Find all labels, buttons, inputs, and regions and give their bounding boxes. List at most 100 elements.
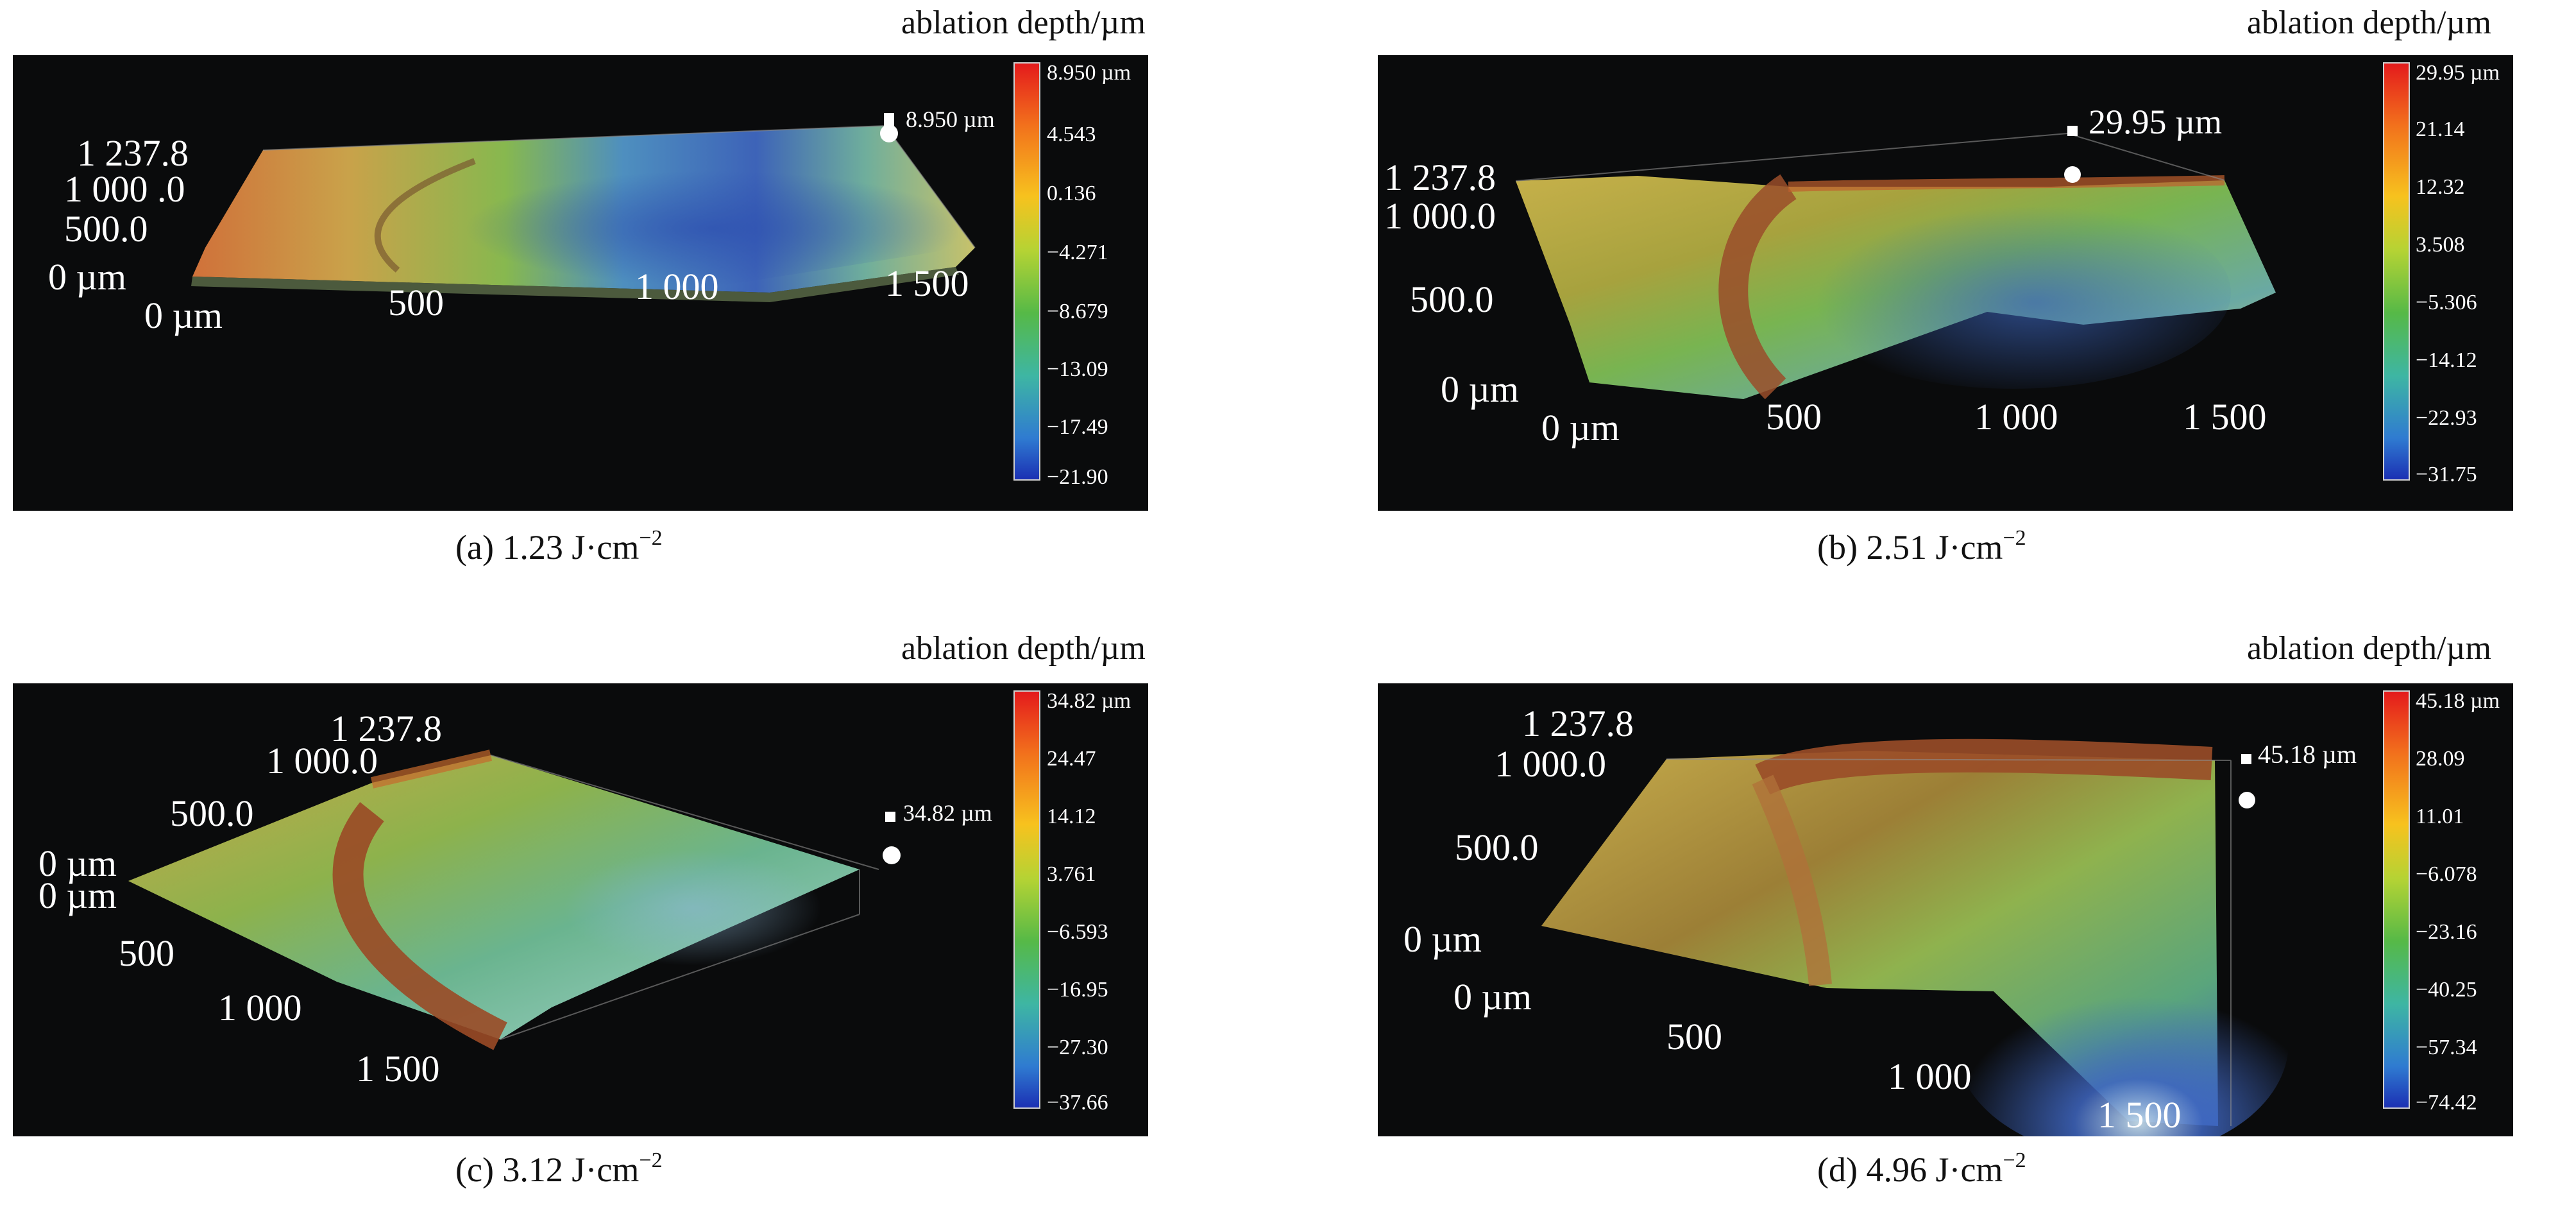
x-axis-label: 1 500	[2097, 1094, 2182, 1136]
colorbar-tick: −5.306	[2416, 291, 2477, 314]
surface-mesh	[191, 126, 975, 302]
colorbar-tick: 14.12	[1047, 805, 1096, 828]
colorbar-tick: 29.95 µm	[2416, 61, 2500, 85]
colorbar-tick: 0.136	[1047, 182, 1096, 205]
panel-caption: (b) 2.51 J·cm−2	[1817, 526, 2026, 567]
x-axis-label: 1 500	[885, 262, 969, 304]
colorbar-tick: −13.09	[1047, 357, 1108, 381]
panel-c: ablation depth/µm	[13, 626, 1251, 1190]
surface-plot-svg: 1 237.8 1 000.0 500.0 0 µm 0 µm 500 1 00…	[1384, 61, 2500, 486]
max-marker: 34.82 µm	[883, 800, 992, 864]
colorbar	[1013, 690, 1040, 1109]
surface-mesh	[128, 749, 860, 1050]
axis-box	[1515, 133, 2225, 182]
colorbar-unit-title: ablation depth/µm	[2247, 4, 2491, 41]
colorbar-unit-title: ablation depth/µm	[901, 630, 1146, 667]
y-axis-label: 0 µm	[1403, 918, 1482, 960]
colorbar-tick: 3.761	[1047, 862, 1096, 886]
caption-text: (a) 1.23 J·cm	[455, 528, 640, 567]
panel-b: ablation depth/µm	[1378, 0, 2576, 567]
x-axis-label: 0 µm	[1453, 976, 1532, 1018]
x-axis-label: 500	[1666, 1016, 1722, 1057]
axis-box	[262, 125, 976, 248]
colorbar-tick: 34.82 µm	[1047, 689, 1131, 713]
colorbar-tick: 8.950 µm	[1047, 61, 1131, 85]
x-axis-label: 1 500	[356, 1048, 440, 1090]
colorbar-tick: −40.25	[2416, 978, 2477, 1002]
colorbar-tick: 28.09	[2416, 747, 2465, 771]
colorbar-tick: −14.12	[2416, 348, 2477, 372]
panel-d: ablation depth/µm	[1378, 626, 2576, 1190]
caption-text: (d) 4.96 J·cm	[1817, 1150, 2003, 1189]
axis-box	[490, 755, 879, 1040]
surface-mesh	[1516, 174, 2276, 400]
max-marker: 8.950 µm	[880, 107, 995, 142]
colorbar-tick: −6.078	[2416, 862, 2477, 886]
colorbar-tick: 45.18 µm	[2416, 689, 2500, 713]
panel-caption: (c) 3.12 J·cm−2	[455, 1149, 663, 1190]
surface-plot-svg: 1 237.8 1 000.0 500.0 0 µm 0 µm 500 1 00…	[1403, 689, 2500, 1136]
colorbar-tick: −23.16	[2416, 920, 2477, 944]
colorbar	[1013, 62, 1040, 481]
axis-box	[1666, 758, 2232, 1126]
surface-plot-svg: 1 237.8 1 000 .0 500.0 0 µm 0 µm 500 1 0…	[48, 61, 1131, 489]
max-marker-label: 45.18 µm	[2258, 740, 2357, 769]
x-axis-label: 1 000	[218, 987, 302, 1029]
y-axis-label: 1 000.0	[1384, 195, 1496, 237]
surface-plot: 1 237.8 1 000.0 500.0 0 µm 0 µm 500 1 00…	[1378, 55, 2513, 511]
x-axis-label: 500	[1766, 396, 1822, 438]
colorbar-tick: −21.90	[1047, 465, 1108, 489]
colorbar-unit-title: ablation depth/µm	[2247, 630, 2491, 667]
colorbar-tick: 11.01	[2416, 805, 2464, 828]
colorbar-tick: −27.30	[1047, 1036, 1108, 1059]
max-marker-label: 29.95 µm	[2089, 103, 2222, 141]
y-axis-label: 1 237.8	[330, 708, 442, 749]
y-axis-label: 500.0	[1455, 826, 1539, 868]
max-marker: 45.18 µm	[2239, 740, 2357, 808]
colorbar-tick: 24.47	[1047, 747, 1096, 771]
colorbar-ticks: 34.82 µm 24.47 14.12 3.761 −6.593 −16.95…	[1047, 689, 1131, 1115]
max-marker-label: 8.950 µm	[906, 107, 995, 132]
colorbar-tick: −8.679	[1047, 300, 1108, 323]
colorbar-tick: −74.42	[2416, 1091, 2477, 1115]
colorbar-ticks: 8.950 µm 4.543 0.136 −4.271 −8.679 −13.0…	[1047, 61, 1131, 489]
caption-exponent: −2	[2003, 526, 2026, 550]
y-axis-label: 500.0	[64, 208, 148, 250]
caption-exponent: −2	[639, 1149, 663, 1172]
y-axis-label: 1 237.8	[77, 132, 189, 174]
colorbar-tick: −22.93	[2416, 406, 2477, 430]
y-axis-label: 1 000.0	[266, 740, 378, 782]
y-axis-label: 1 237.8	[1384, 157, 1496, 198]
colorbar-tick: −6.593	[1047, 920, 1108, 944]
panel-caption: (a) 1.23 J·cm−2	[455, 526, 663, 567]
surface-plot: 1 237.8 1 000.0 500.0 0 µm 0 µm 500 1 00…	[1378, 683, 2513, 1136]
x-axis-label: 500	[119, 932, 174, 974]
colorbar-tick: 21.14	[2416, 117, 2465, 141]
colorbar-unit-title: ablation depth/µm	[901, 4, 1146, 41]
y-axis-label: 1 000.0	[1495, 743, 1606, 785]
colorbar-tick: 12.32	[2416, 175, 2465, 199]
surface-mesh	[1541, 739, 2289, 1136]
surface-plot: 1 237.8 1 000 .0 500.0 0 µm 0 µm 500 1 0…	[13, 55, 1148, 511]
colorbar-tick: 3.508	[2416, 233, 2465, 257]
x-axis-label: 1 000	[635, 266, 719, 307]
colorbar-tick: −57.34	[2416, 1036, 2477, 1059]
y-axis-label: 1 237.8	[1522, 703, 1634, 744]
caption-text: (b) 2.51 J·cm	[1817, 528, 2003, 567]
x-axis-label: 1 000	[1974, 396, 2058, 438]
colorbar-tick: −37.66	[1047, 1091, 1108, 1115]
x-axis-label: 1 500	[2183, 396, 2267, 438]
colorbar-tick: −17.49	[1047, 415, 1108, 439]
y-axis-label: 0 µm	[1441, 368, 1519, 410]
colorbar	[2383, 62, 2410, 481]
y-axis-label: 0 µm	[38, 842, 117, 884]
panel-caption: (d) 4.96 J·cm−2	[1817, 1149, 2026, 1190]
x-axis-label: 0 µm	[144, 295, 223, 336]
colorbar	[2383, 690, 2410, 1109]
panel-a: ablation depth/µm	[13, 0, 1251, 567]
x-axis-label: 1 000	[1888, 1055, 1972, 1097]
colorbar-tick: −16.95	[1047, 978, 1108, 1002]
x-axis-label: 0 µm	[1541, 407, 1620, 449]
caption-text: (c) 3.12 J·cm	[455, 1150, 640, 1189]
colorbar-tick: −4.271	[1047, 241, 1108, 264]
